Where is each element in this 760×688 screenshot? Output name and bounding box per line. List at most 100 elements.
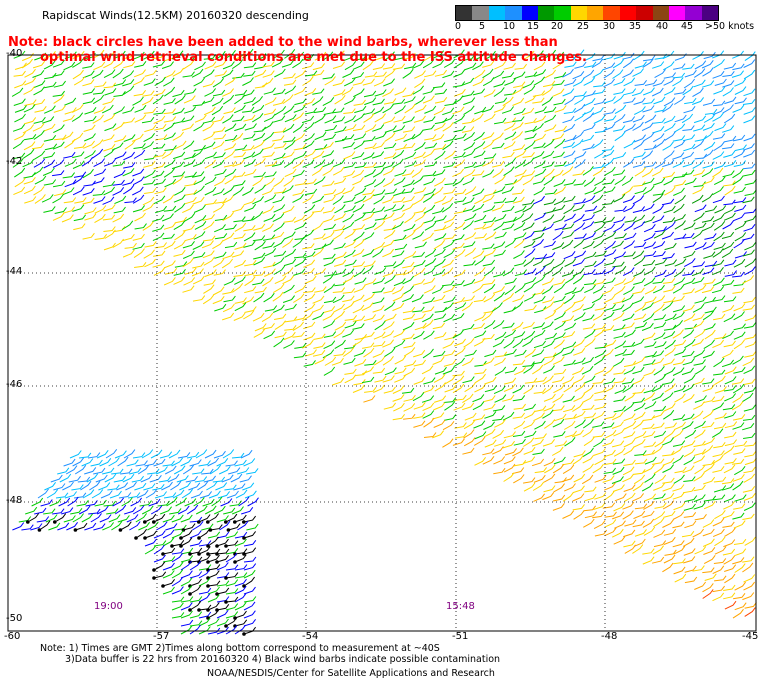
wind-barb: [652, 458, 665, 465]
wind-barb: [363, 314, 376, 322]
wind-barb: [561, 269, 575, 277]
wind-barb: [492, 286, 505, 294]
wind-barb: [732, 271, 745, 278]
wind-barb: [153, 513, 166, 523]
wind-barb: [692, 377, 705, 386]
wind-barb: [103, 158, 116, 167]
wind-barb: [593, 232, 605, 241]
lat-lon-grid: [8, 55, 756, 631]
wind-barb: [131, 133, 144, 142]
wind-barb: [594, 366, 607, 376]
wind-barb: [50, 474, 63, 483]
wind-barb: [694, 420, 706, 430]
wind-barb: [642, 185, 655, 195]
wind-barb: [424, 70, 437, 78]
wind-barb: [742, 392, 754, 403]
wind-barb: [642, 548, 655, 555]
wind-barb: [602, 216, 615, 224]
wind-barb: [674, 172, 688, 179]
wind-barb: [244, 286, 257, 294]
wind-barb: [721, 349, 734, 359]
wind-barb: [733, 503, 746, 510]
wind-barb: [704, 260, 718, 268]
wind-barb: [189, 578, 202, 587]
wind-barb: [382, 375, 395, 383]
wind-barb: [474, 223, 487, 230]
wind-barb: [662, 103, 674, 113]
wind-barb: [673, 267, 686, 278]
wind-barb: [142, 221, 154, 231]
wind-barb: [292, 194, 304, 203]
wind-barb: [722, 125, 735, 133]
wind-barb: [55, 492, 69, 499]
wind-barb: [154, 491, 167, 499]
wind-barb: [582, 404, 595, 411]
wind-barb: [293, 144, 307, 151]
wind-barb: [314, 356, 327, 365]
wind-barb: [212, 258, 225, 268]
wind-barb: [611, 528, 624, 538]
wind-barb: [384, 152, 397, 160]
wind-barb: [144, 69, 157, 77]
wind-barb: [213, 269, 226, 276]
wind-barb: [382, 104, 394, 114]
wind-barb: [643, 526, 656, 536]
wind-barb: [703, 113, 716, 123]
wind-barb: [672, 492, 685, 500]
wind-barb: [714, 386, 727, 394]
wind-barb: [581, 134, 595, 143]
wind-barb: [692, 338, 704, 347]
wind-barb: [624, 329, 636, 338]
wind-barb: [403, 413, 416, 420]
wind-barb: [242, 482, 255, 491]
wind-barb: [208, 490, 221, 499]
wind-barb: [574, 151, 587, 160]
wind-barb: [114, 450, 127, 459]
wind-barb: [193, 252, 206, 259]
wind-barb: [674, 220, 686, 230]
wind-barb: [474, 431, 487, 440]
wind-barb: [53, 189, 67, 197]
wind-barb: [592, 166, 605, 177]
wind-barb: [682, 413, 695, 421]
wind-barb: [724, 393, 736, 402]
wind-barb: [216, 587, 230, 595]
wind-barb: [354, 105, 367, 114]
contamination-circle: [118, 528, 123, 532]
wind-barb: [95, 474, 108, 483]
wind-barb: [180, 457, 193, 467]
wind-barb: [493, 197, 507, 204]
wind-barb: [172, 107, 185, 115]
wind-barb: [24, 68, 36, 78]
wind-barb: [713, 313, 726, 321]
wind-barb: [201, 523, 214, 531]
wind-barb: [492, 203, 505, 212]
wind-barb: [702, 528, 715, 537]
wind-barb: [62, 172, 75, 179]
wind-barb: [652, 189, 666, 196]
wind-barb: [93, 523, 106, 531]
wind-barb: [102, 196, 115, 205]
wind-barb: [651, 383, 664, 393]
wind-barb: [142, 203, 155, 212]
wind-barb: [491, 446, 504, 455]
wind-barb: [82, 188, 95, 196]
wind-barb: [593, 239, 605, 249]
contamination-circle: [242, 552, 246, 556]
wind-barb: [524, 248, 536, 259]
wind-barb: [294, 284, 307, 294]
wind-barb: [524, 277, 537, 285]
wind-barb: [191, 68, 204, 78]
wind-barb: [113, 79, 127, 87]
wind-barb: [180, 514, 193, 523]
wind-barb: [434, 366, 447, 375]
wind-barb: [98, 482, 111, 491]
wind-barb: [353, 133, 367, 141]
wind-barb: [14, 177, 26, 188]
wind-barb: [344, 368, 357, 375]
wind-barb: [364, 97, 377, 106]
wind-barb: [43, 159, 56, 169]
wind-barb: [394, 269, 407, 276]
wind-barb: [352, 169, 365, 179]
wind-barb: [523, 293, 536, 302]
